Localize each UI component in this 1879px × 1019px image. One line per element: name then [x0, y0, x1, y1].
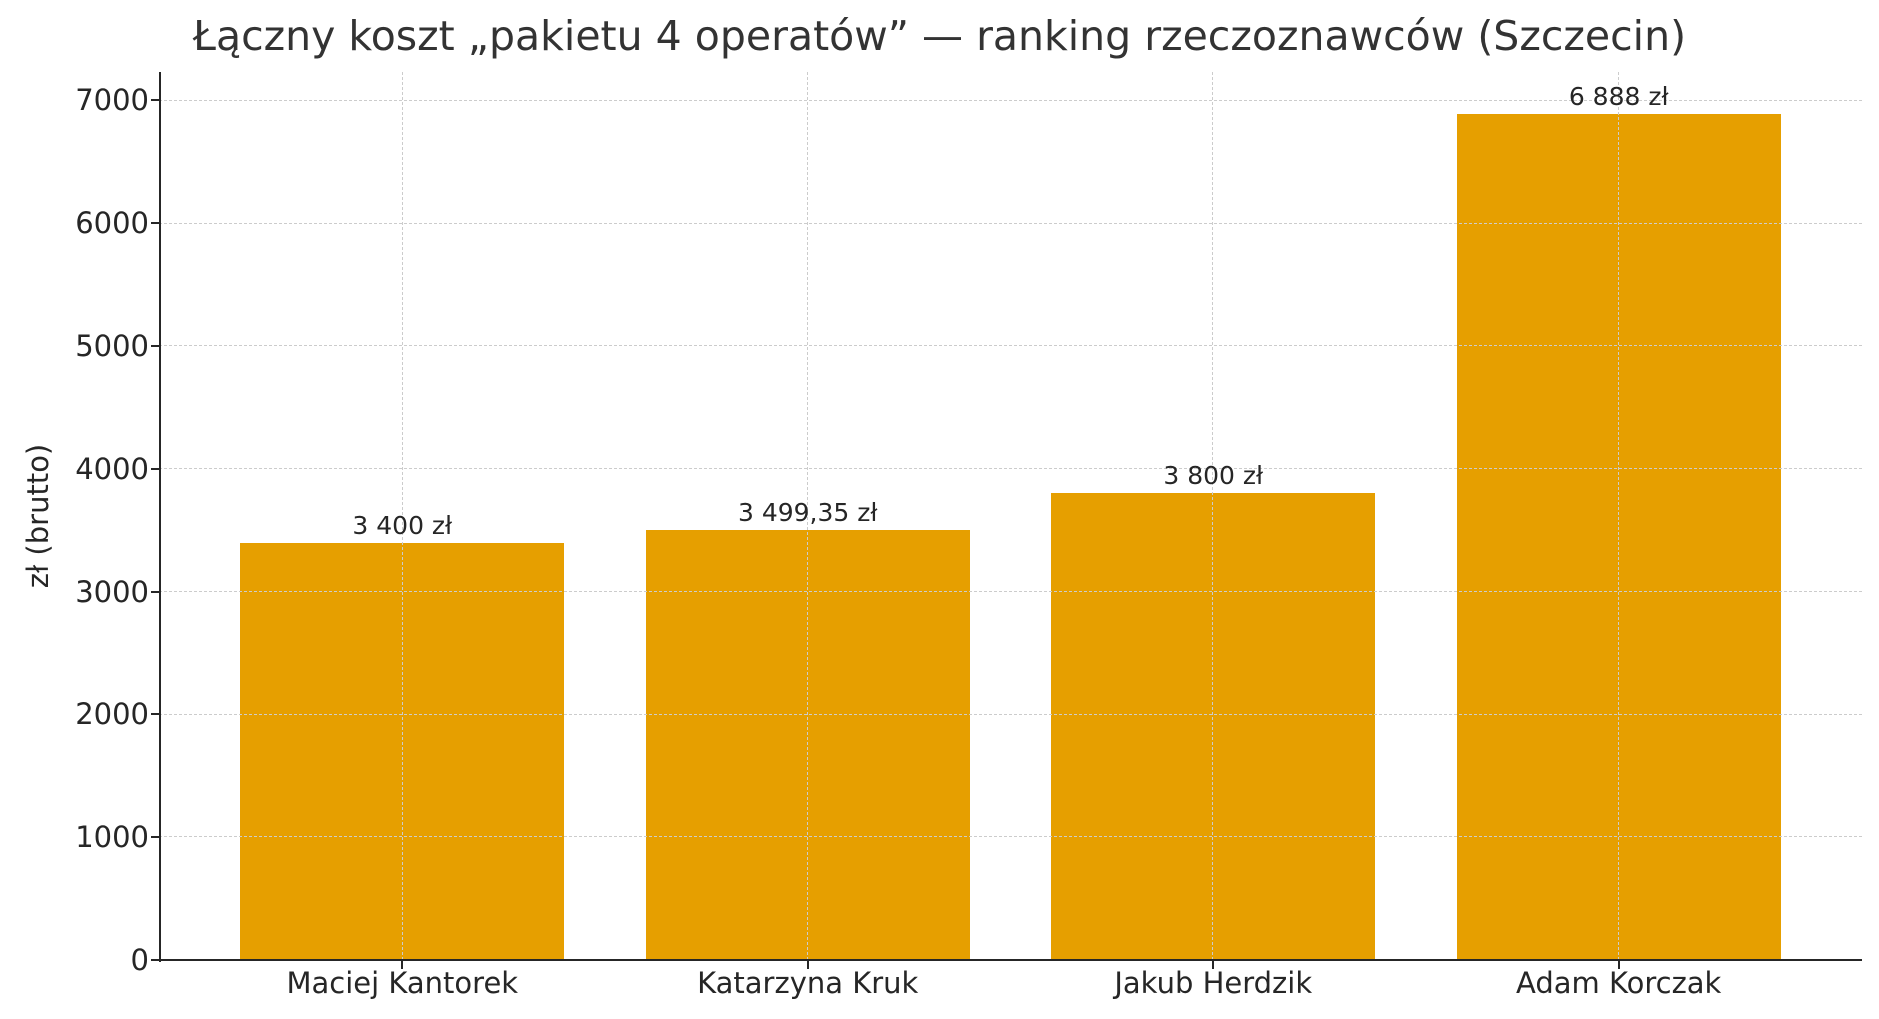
- bar-value-label: 3 499,35 zł: [737, 498, 878, 528]
- gridline-horizontal: [159, 222, 1862, 224]
- gridline-vertical: [807, 72, 808, 960]
- y-tick-mark: [151, 99, 160, 102]
- gridline-horizontal: [159, 99, 1862, 101]
- y-tick-mark: [151, 590, 160, 593]
- gridline-horizontal: [159, 713, 1862, 715]
- x-tick-mark: [401, 960, 404, 969]
- chart-title: Łączny koszt „pakietu 4 operatów” — rank…: [192, 12, 1687, 60]
- bar-value-label: 3 400 zł: [352, 510, 453, 540]
- y-axis-line: [159, 72, 161, 962]
- x-tick-mark: [806, 960, 809, 969]
- gridline-vertical: [1212, 72, 1214, 960]
- y-tick-label: 7000: [75, 83, 149, 118]
- gridline-horizontal: [159, 836, 1862, 838]
- y-tick-mark: [151, 713, 160, 716]
- y-tick-mark: [151, 836, 160, 839]
- y-tick-mark: [151, 959, 160, 961]
- gridline-vertical: [1617, 72, 1619, 960]
- gridline-vertical: [401, 72, 403, 960]
- y-tick-label: 3000: [75, 574, 149, 609]
- y-tick-mark: [151, 345, 160, 348]
- x-tick-mark: [1212, 960, 1215, 969]
- y-tick-label: 2000: [75, 697, 149, 732]
- y-tick-mark: [151, 467, 160, 470]
- x-tick-label: Katarzyna Kruk: [697, 966, 919, 1000]
- y-tick-label: 1000: [75, 820, 149, 855]
- x-tick-label: Jakub Herdzik: [1114, 966, 1313, 1000]
- y-tick-label: 0: [130, 943, 149, 977]
- gridline-horizontal: [159, 345, 1862, 347]
- gridline-horizontal: [159, 468, 1862, 470]
- y-tick-label: 5000: [75, 329, 149, 364]
- y-tick-label: 6000: [75, 206, 149, 241]
- y-axis-label: zł (brutto): [21, 443, 55, 589]
- x-tick-label: Adam Korczak: [1516, 966, 1722, 1000]
- x-tick-label: Maciej Kantorek: [286, 966, 519, 1000]
- y-tick-mark: [151, 222, 160, 225]
- x-axis-line: [159, 959, 1862, 961]
- plot-area: [159, 72, 1862, 961]
- bar-value-label: 6 888 zł: [1568, 82, 1669, 112]
- bar-value-label: 3 800 zł: [1163, 461, 1264, 491]
- x-tick-mark: [1617, 960, 1620, 969]
- y-tick-label: 4000: [75, 451, 149, 486]
- gridline-horizontal: [159, 590, 1862, 592]
